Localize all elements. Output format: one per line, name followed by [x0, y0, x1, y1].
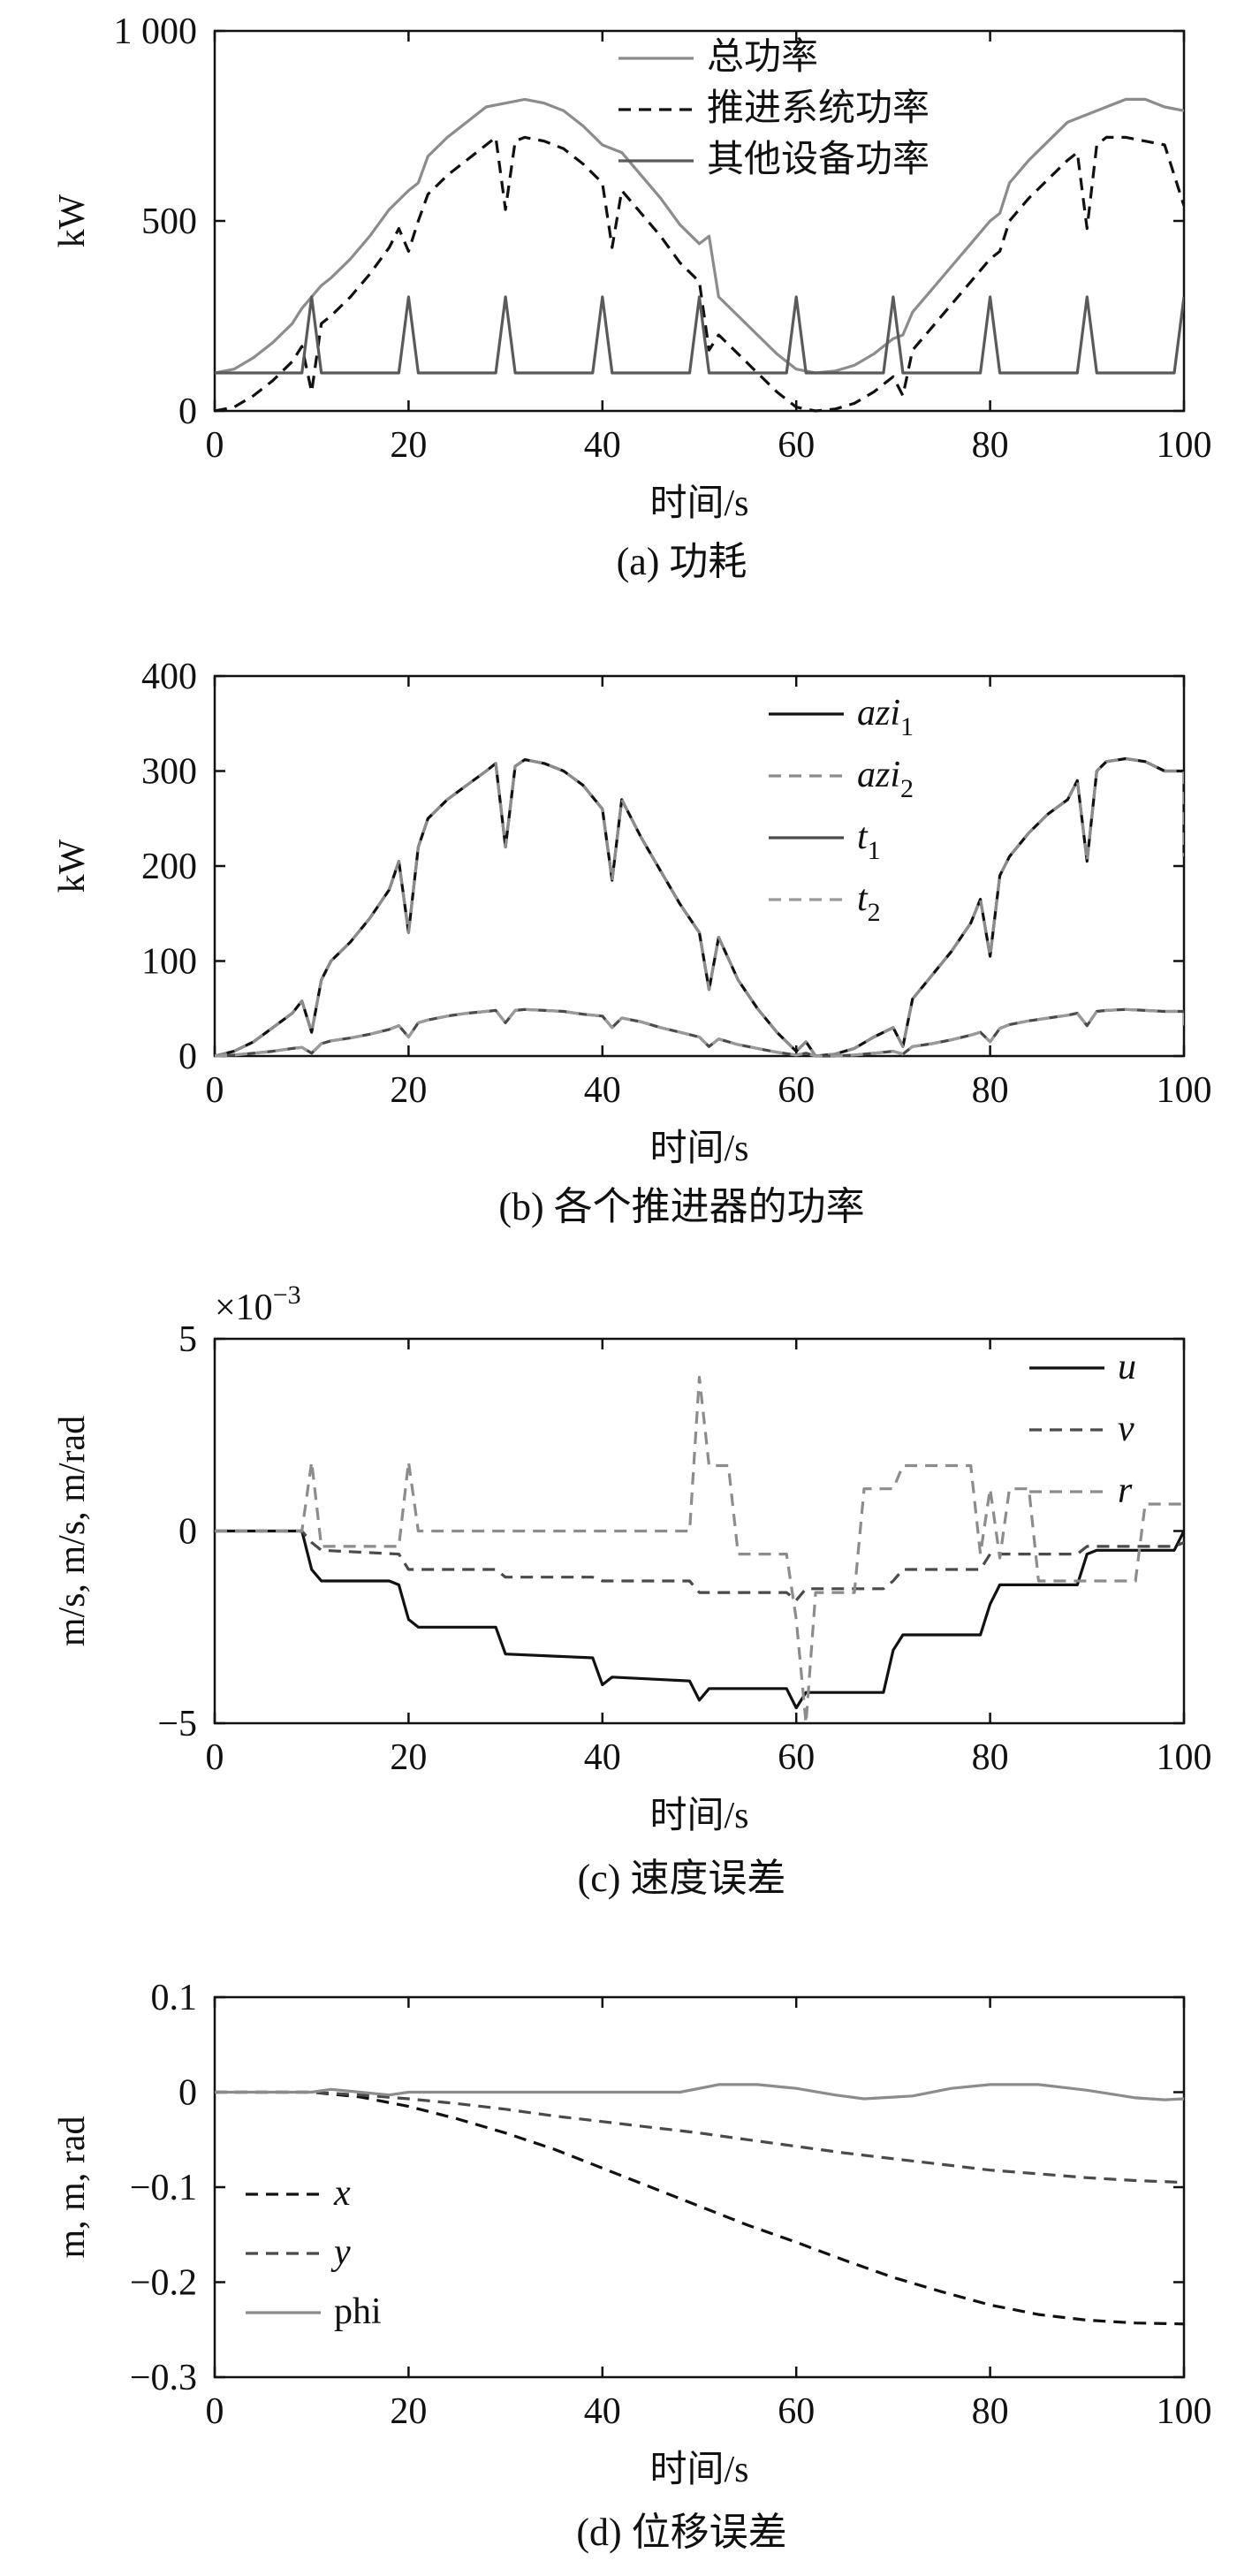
series-line-azi2	[215, 756, 1184, 1058]
y-tick-label: −0.3	[130, 2358, 197, 2398]
x-tick-label: 20	[390, 1737, 427, 1778]
y-tick-label: 200	[141, 847, 197, 887]
plot-frame	[213, 674, 1186, 1058]
x-tick-label: 40	[584, 1737, 621, 1778]
x-tick-label: 60	[778, 2391, 815, 2432]
y-tick-label: 400	[141, 657, 197, 697]
x-tick-label: 40	[584, 2391, 621, 2432]
series-line-y	[215, 2090, 1184, 2185]
x-axis-label: 时间/s	[649, 2450, 748, 2490]
series-line-u	[215, 1529, 1184, 1710]
y-tick-label: 0	[178, 391, 197, 432]
legend-label: t2	[857, 878, 881, 927]
x-tick-label: 40	[584, 1070, 621, 1111]
legend-label: t1	[857, 817, 881, 865]
series-line-t1	[215, 1007, 1184, 1058]
panel-velocity-error: 0 20 40 60 80 100−505×10−3时间/sm/s, m/s, m/rad…	[52, 1280, 1212, 1900]
y-tick-label: −0.1	[130, 2168, 197, 2208]
x-tick-label: 0	[206, 2391, 224, 2432]
series-line-azi1	[215, 756, 1184, 1058]
x-tick-label: 100	[1157, 1070, 1212, 1111]
series-line-x	[215, 2090, 1184, 2326]
y-tick-label: −0.2	[130, 2263, 197, 2304]
series-line-t2	[215, 1007, 1184, 1058]
x-tick-label: 0	[206, 1070, 224, 1111]
series-line-v	[215, 1529, 1184, 1602]
y-axis-label: m/s, m/s, m/rad	[52, 1416, 93, 1646]
x-tick-label: 0	[206, 1737, 224, 1778]
x-tick-label: 60	[778, 1737, 815, 1778]
x-tick-label: 60	[778, 425, 815, 466]
legend-label: 总功率	[707, 36, 818, 78]
x-tick-label: 20	[390, 2391, 427, 2432]
series-line-其他设备功率	[215, 295, 1184, 375]
x-axis-label: 时间/s	[649, 1128, 748, 1169]
y-tick-label: 0.1	[151, 1978, 198, 2018]
subfigure-caption: (c) 速度误差	[578, 1857, 786, 1900]
x-tick-label: 100	[1157, 2391, 1212, 2432]
x-tick-label: 0	[206, 425, 224, 466]
y-tick-label: −5	[157, 1704, 197, 1744]
y-tick-label: 100	[141, 942, 197, 983]
x-tick-label: 80	[972, 1737, 1009, 1778]
legend-label: y	[330, 2232, 351, 2273]
x-tick-label: 20	[390, 425, 427, 466]
x-tick-label: 100	[1157, 1737, 1212, 1778]
series-line-推进系统功率	[215, 135, 1184, 413]
x-tick-label: 80	[972, 425, 1009, 466]
y-axis-label: kW	[52, 839, 93, 893]
axis-scale-factor: ×10−3	[215, 1280, 301, 1328]
legend-label: 推进系统功率	[707, 87, 930, 129]
y-axis-label: m, m, rad	[52, 2116, 93, 2259]
y-axis-label: kW	[52, 194, 93, 247]
x-tick-label: 100	[1157, 425, 1212, 466]
legend-label: azi1	[857, 693, 914, 741]
y-tick-label: 1 000	[114, 11, 198, 52]
y-tick-label: 500	[141, 201, 197, 242]
x-axis-label: 时间/s	[649, 483, 748, 524]
y-tick-label: 0	[178, 1037, 197, 1077]
y-tick-label: 5	[178, 1319, 197, 1360]
panel-displacement-error: 0 20 40 60 80 100 −0.3 −0.2 −0.1 0 0.1 时间/s m, m, ra…	[52, 1978, 1212, 2554]
legend-label: phi	[334, 2291, 382, 2332]
x-axis-label: 时间/s	[649, 1796, 748, 1836]
plot-frame	[213, 29, 1186, 413]
y-tick-label: 0	[178, 1512, 197, 1553]
x-tick-label: 60	[778, 1070, 815, 1111]
x-tick-label: 80	[972, 1070, 1009, 1111]
subfigure-caption: (b) 各个推进器的功率	[498, 1185, 864, 1228]
y-tick-label: 0	[178, 2073, 197, 2114]
x-tick-label: 40	[584, 425, 621, 466]
series-line-总功率	[215, 97, 1184, 375]
legend-label: u	[1118, 1347, 1136, 1387]
legend-label: x	[333, 2173, 351, 2214]
series-line-phi	[215, 2083, 1184, 2101]
legend-label: r	[1118, 1470, 1133, 1511]
series-line-r	[215, 1375, 1184, 1725]
subfigure-caption: (d) 位移误差	[576, 2511, 786, 2554]
subfigure-caption: (a) 功耗	[617, 540, 747, 583]
legend-label: v	[1118, 1409, 1134, 1449]
legend-label: 其他设备功率	[707, 139, 930, 180]
x-tick-label: 20	[390, 1070, 427, 1111]
legend-label: azi2	[857, 755, 914, 803]
x-tick-label: 80	[972, 2391, 1009, 2432]
panel-thruster-power: 0 20 40 60 80 100 0 100 200 300 400 时间/s kW (b) 各个推进器…	[52, 657, 1212, 1228]
y-tick-label: 300	[141, 752, 197, 793]
